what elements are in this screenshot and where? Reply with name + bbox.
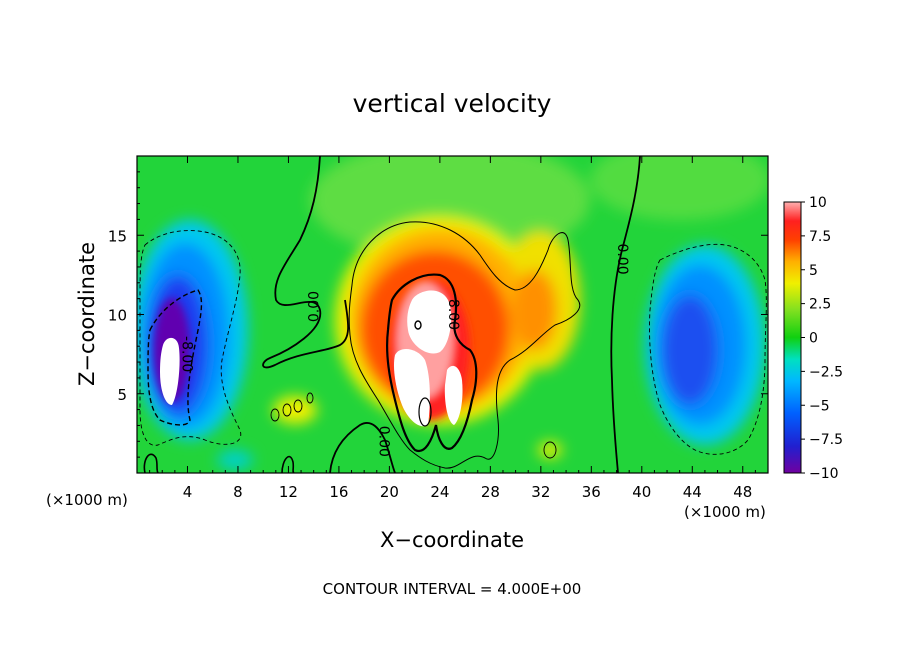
y-axis: 5 10 15	[108, 171, 768, 458]
contour-label: 8.00	[445, 299, 461, 330]
updraft-core-upper	[407, 290, 452, 354]
x-tick-label: 20	[380, 483, 399, 501]
y-tick-label: 10	[108, 307, 127, 325]
y-axis-label: Z−coordinate	[75, 242, 99, 386]
x-axis-unit-left: (×1000 m)	[46, 491, 128, 509]
colorbar-tick-label: −5	[809, 398, 830, 414]
contour-ring	[293, 399, 303, 413]
y-tick-label: 15	[108, 227, 127, 245]
zero-contour-left	[262, 156, 350, 369]
zero-contour-small-2	[281, 455, 295, 473]
x-axis: 4 8 12 16 20 24 28 32 36 40 44 48	[149, 156, 756, 501]
colorbar-gradient	[783, 201, 802, 474]
downdraft-8-contour	[147, 289, 203, 426]
updraft-core-lower	[393, 348, 430, 427]
colorbar-tick-label: −7.5	[809, 432, 843, 448]
x-tick-label: 28	[481, 483, 500, 501]
plot-area: 0.00 0.00 0.00 8.00 -8.00	[136, 155, 769, 474]
updraft-8-contour	[385, 273, 478, 453]
x-tick-label: 8	[233, 483, 243, 501]
colorbar-tick-label: 2.5	[809, 297, 831, 313]
colorbar-tick-label: 7.5	[809, 229, 831, 245]
x-tick-label: 44	[683, 483, 702, 501]
right-downdraft-4-contour	[649, 243, 767, 455]
contour-label: -8.00	[178, 336, 194, 372]
x-axis-label: X−coordinate	[380, 528, 524, 552]
contour-ring	[418, 397, 432, 427]
x-axis-unit-right: (×1000 m)	[684, 503, 766, 521]
x-tick-label: 12	[279, 483, 298, 501]
velocity-field	[137, 156, 768, 470]
contour-ring	[282, 403, 292, 417]
x-tick-label: 24	[430, 483, 449, 501]
contour-ring	[306, 392, 314, 404]
x-tick-label: 32	[531, 483, 550, 501]
contour-ring	[543, 441, 557, 459]
colorbar-tick-label: 0	[809, 331, 818, 347]
colorbar-tick-label: −10	[809, 466, 839, 482]
colorbar: 10 7.5 5 2.5 0 −2.5 −5 −7.5 −10	[783, 195, 843, 482]
colorbar-tick-label: −2.5	[809, 364, 843, 380]
zero-contour-bottom	[329, 422, 396, 473]
colorbar-tick-label: 10	[809, 195, 827, 211]
zero-contour-small	[143, 453, 159, 473]
chart-title: vertical velocity	[353, 89, 552, 118]
contour-labels: 0.00 0.00 0.00 8.00 -8.00	[178, 243, 629, 456]
zero-contour-right	[610, 156, 641, 473]
x-tick-label: 40	[632, 483, 651, 501]
x-tick-label: 36	[582, 483, 601, 501]
contour-label: 0.00	[614, 243, 630, 274]
contour-label: 0.00	[375, 426, 391, 457]
x-tick-label: 16	[329, 483, 348, 501]
x-tick-label: 4	[183, 483, 193, 501]
downdraft-core	[160, 337, 180, 405]
contour-ring	[270, 408, 280, 422]
contour-interval-note: CONTOUR INTERVAL = 4.000E+00	[323, 580, 582, 598]
contour-lines	[139, 156, 767, 473]
x-tick-label: 48	[733, 483, 752, 501]
colorbar-ticks: 10 7.5 5 2.5 0 −2.5 −5 −7.5 −10	[801, 195, 843, 482]
colorbar-tick-label: 5	[809, 263, 818, 279]
y-tick-label: 5	[117, 386, 127, 404]
updraft-4-contour	[348, 221, 581, 469]
downdraft-4-contour	[139, 230, 242, 446]
contour-label: 0.00	[307, 291, 323, 322]
contour-ring	[414, 320, 422, 330]
updraft-core-right	[444, 365, 463, 425]
